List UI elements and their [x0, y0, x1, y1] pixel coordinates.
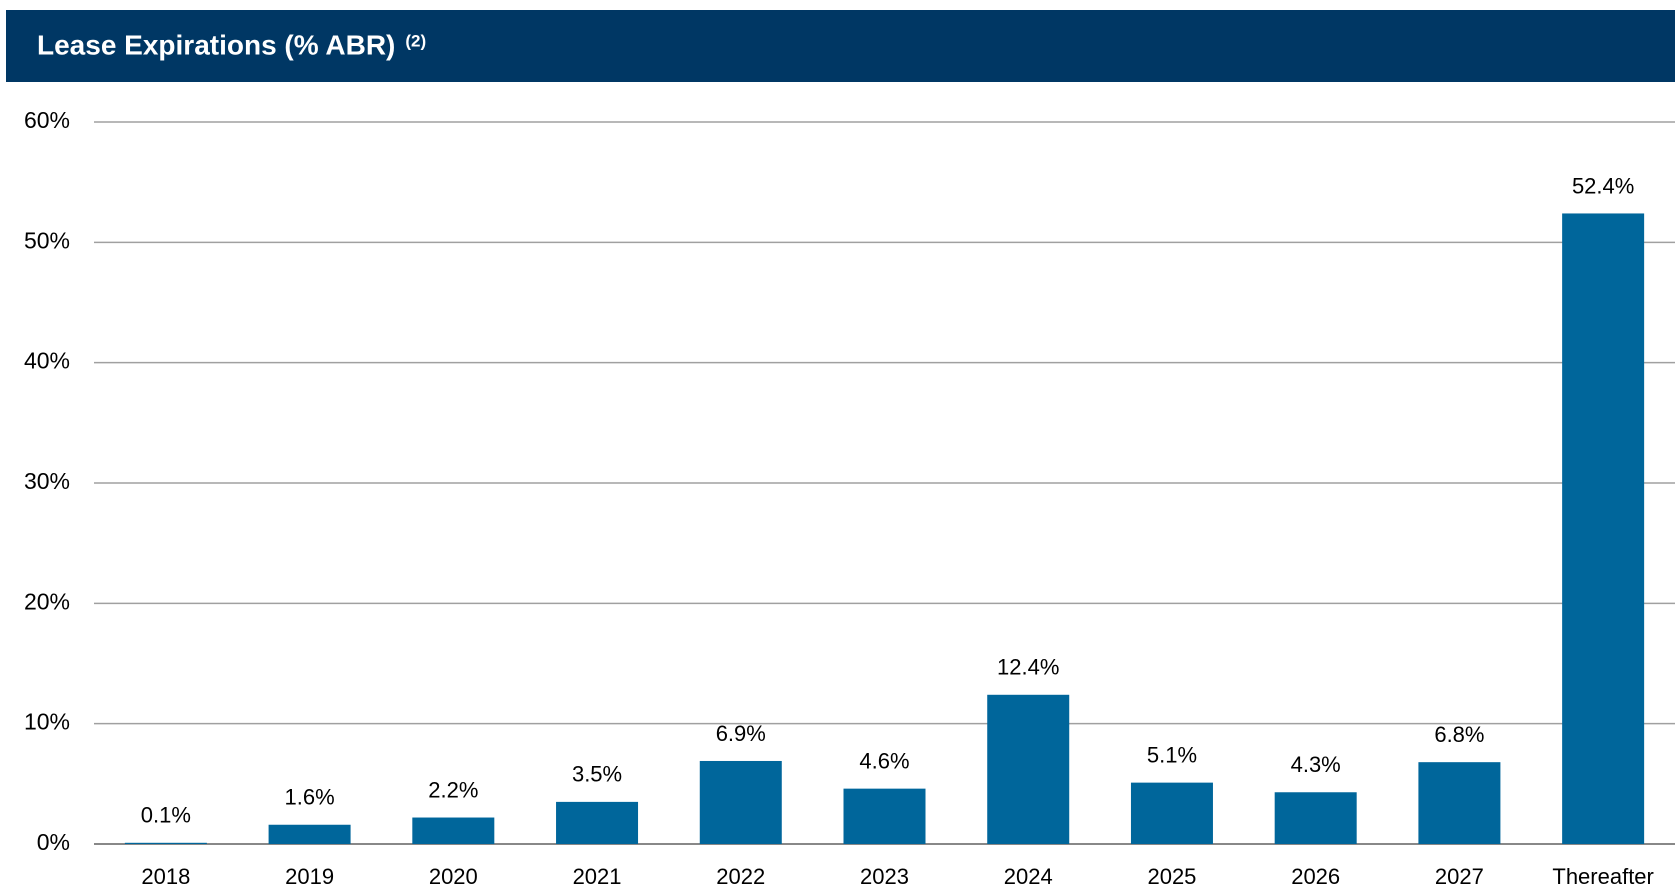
x-tick-label: 2023	[860, 864, 909, 889]
x-tick-label: 2021	[573, 864, 622, 889]
bar	[1562, 213, 1645, 844]
value-label: 4.6%	[859, 748, 909, 773]
value-label: 12.4%	[997, 655, 1059, 680]
x-tick-label: 2026	[1291, 864, 1340, 889]
bar	[268, 824, 351, 844]
value-label: 4.3%	[1291, 752, 1341, 777]
x-tick-label: 2018	[141, 864, 190, 889]
bar	[699, 760, 782, 844]
chart-title: Lease Expirations (% ABR)	[37, 29, 395, 60]
y-tick-label: 40%	[24, 348, 70, 374]
y-tick-label: 20%	[24, 588, 70, 614]
value-label: 6.8%	[1434, 722, 1484, 747]
value-label: 6.9%	[716, 721, 766, 746]
bar	[412, 817, 495, 844]
y-tick-label: 50%	[24, 227, 70, 253]
value-label: 0.1%	[141, 803, 191, 828]
bar	[124, 842, 207, 844]
bar	[1274, 792, 1357, 844]
x-tick-label: Thereafter	[1552, 864, 1654, 889]
value-label: 3.5%	[572, 762, 622, 787]
value-label: 5.1%	[1147, 742, 1197, 767]
y-tick-label: 0%	[37, 829, 70, 855]
value-label: 2.2%	[428, 777, 478, 802]
x-tick-label: 2020	[429, 864, 478, 889]
x-tick-label: 2025	[1147, 864, 1196, 889]
y-tick-label: 30%	[24, 468, 70, 494]
bar	[843, 788, 926, 844]
x-tick-label: 2024	[1004, 864, 1053, 889]
y-tick-label: 60%	[24, 107, 70, 133]
y-tick-label: 10%	[24, 709, 70, 735]
value-label: 52.4%	[1572, 173, 1634, 198]
bar	[1130, 782, 1213, 844]
x-tick-label: 2027	[1435, 864, 1484, 889]
bar	[987, 694, 1070, 844]
bar	[556, 801, 639, 844]
bar	[1418, 762, 1501, 844]
x-tick-label: 2022	[716, 864, 765, 889]
title-footnote: (2)	[405, 31, 426, 50]
x-tick-label: 2019	[285, 864, 334, 889]
header-bar	[6, 10, 1675, 82]
value-label: 1.6%	[285, 785, 335, 810]
